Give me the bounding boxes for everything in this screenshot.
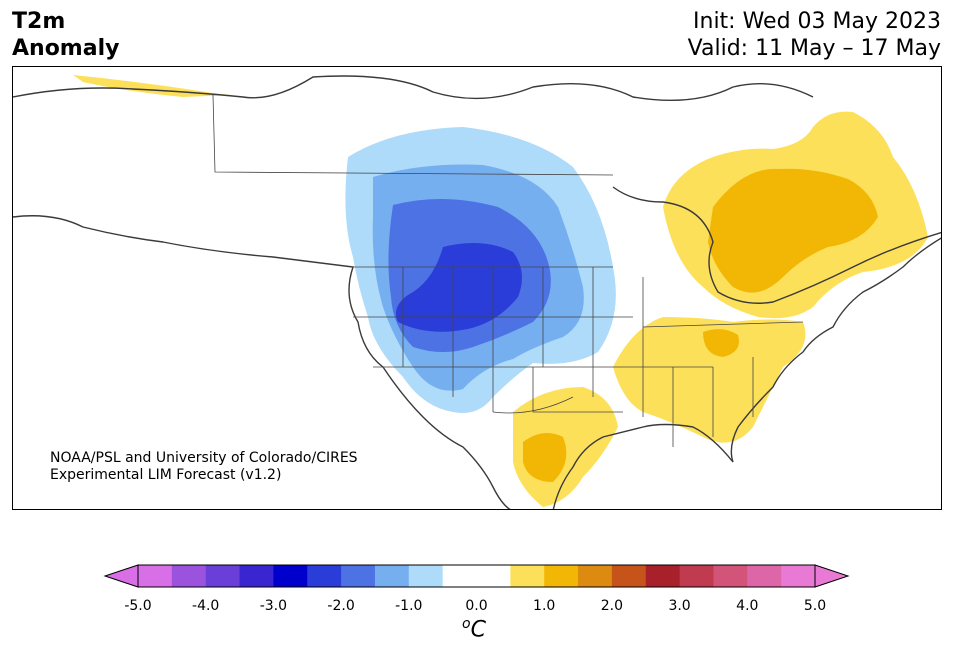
colorbar-tick-label: -3.0 xyxy=(259,598,288,614)
colorbar-cell xyxy=(476,565,511,587)
colorbar-tick-label: 2.0 xyxy=(600,598,624,614)
political-boundaries xyxy=(212,94,804,447)
coastlines xyxy=(13,75,941,509)
anomaly-warm-southeast xyxy=(613,317,806,443)
colorbar-cell xyxy=(781,565,816,587)
colorbar-tick-label: 4.0 xyxy=(736,598,759,614)
colorbar-cell xyxy=(747,565,782,587)
colorbar-extend-low xyxy=(103,564,139,588)
colorbar-cell xyxy=(374,565,410,587)
colorbar-tick-label: -2.0 xyxy=(327,598,355,614)
colorbar-tick-label: 0.0 xyxy=(465,598,488,614)
colorbar-unit: oC xyxy=(462,616,486,642)
unit-letter: C xyxy=(470,617,486,643)
colorbar-cell xyxy=(307,565,342,587)
colorbar-cell xyxy=(341,565,376,587)
colorbar-tick-label: 3.0 xyxy=(668,598,691,614)
credit-text: NOAA/PSL and University of Colorado/CIRE… xyxy=(50,450,358,484)
anomaly-cold-4 xyxy=(395,243,522,332)
anomaly-warm-canada-2 xyxy=(708,168,878,293)
anomaly-warm-ohio xyxy=(703,329,739,357)
colorbar-cell xyxy=(138,565,173,587)
colorbar-extend-high xyxy=(814,564,850,588)
unit-degree: o xyxy=(462,616,471,632)
map-title: T2m Anomaly xyxy=(12,8,119,62)
colorbar-cell xyxy=(578,565,613,587)
variable-label: T2m xyxy=(12,9,66,34)
quantity-label: Anomaly xyxy=(12,36,120,61)
valid-dates: Valid: 11 May – 17 May xyxy=(687,36,941,61)
colorbar-cell xyxy=(205,565,241,587)
colorbar-tick-label: -1.0 xyxy=(395,598,423,614)
colorbar-cell xyxy=(645,565,681,587)
init-date: Init: Wed 03 May 2023 xyxy=(693,9,941,34)
colorbar-cell xyxy=(713,565,748,587)
credit-line-1: NOAA/PSL and University of Colorado/CIRE… xyxy=(50,450,358,466)
colorbar-cell xyxy=(544,565,579,587)
credit-line-2: Experimental LIM Forecast (v1.2) xyxy=(50,467,282,483)
anomaly-warm-arctic xyxy=(73,75,231,97)
colorbar-cell xyxy=(273,565,308,587)
anomaly-warm-texas-core xyxy=(523,433,567,482)
colorbar-frame xyxy=(137,564,816,588)
colorbar-cell xyxy=(408,565,444,587)
colorbar-cell xyxy=(510,565,545,587)
colorbar-cell xyxy=(171,565,207,587)
colorbar-tick-label: 1.0 xyxy=(533,598,556,614)
anomaly-map: NOAA/PSL and University of Colorado/CIRE… xyxy=(12,66,942,510)
colorbar-tick-label: -4.0 xyxy=(192,598,220,614)
colorbar-tick-label: -5.0 xyxy=(124,598,152,614)
colorbar-cell xyxy=(442,565,477,587)
colorbar-tick-label: 5.0 xyxy=(803,598,827,614)
colorbar-cell xyxy=(679,565,714,587)
map-canvas xyxy=(13,75,941,509)
colorbar-cell xyxy=(239,565,274,587)
date-info: Init: Wed 03 May 2023 Valid: 11 May – 17… xyxy=(688,8,941,62)
colorbar-cell xyxy=(611,565,647,587)
